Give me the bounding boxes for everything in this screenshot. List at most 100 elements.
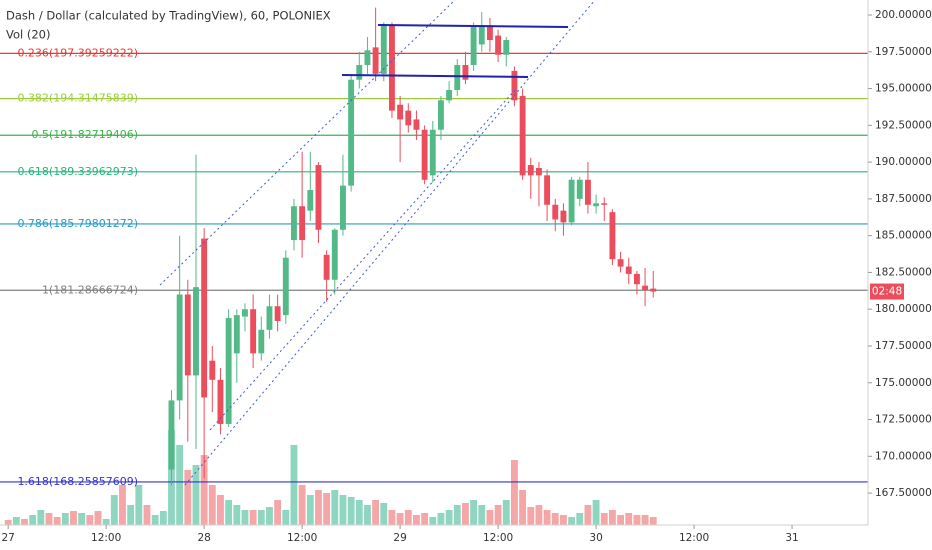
candle-body: [250, 309, 257, 354]
y-tick-label: 195.00000000: [875, 83, 932, 95]
axes: 200.00000000 197.50000000 195.00000000 192.…: [1, 9, 932, 544]
volume-bar: [649, 517, 657, 525]
fib-label: 1.618(168.25857609): [17, 475, 138, 488]
candle-body: [633, 273, 640, 285]
volume-bar: [290, 445, 298, 525]
volume-bar: [339, 495, 347, 525]
volume-bar: [119, 485, 126, 525]
volume-bar: [445, 510, 453, 525]
volume-bar: [176, 445, 184, 525]
y-tick-label: 175.00000000: [875, 377, 932, 389]
candle-body: [560, 210, 567, 223]
volume-bar: [600, 513, 608, 525]
x-tick-label: 31: [785, 532, 798, 544]
volume-bar: [462, 503, 469, 525]
candle-body: [307, 190, 314, 211]
y-tick-label: 192.50000000: [875, 119, 932, 131]
x-tick-label: 29: [393, 532, 406, 544]
volume-bar: [347, 497, 355, 525]
y-tick-label: 172.50000000: [875, 414, 932, 426]
candle-body: [495, 35, 502, 55]
volume-bar: [413, 515, 420, 525]
fib-layer: 0.236(197.39259222) 0.382(194.31475839) 0.…: [0, 46, 868, 488]
volume-bar: [617, 515, 625, 525]
candle-body: [462, 65, 469, 80]
candle-body: [527, 165, 534, 176]
candle-body: [225, 318, 232, 424]
y-tick-label: 187.50000000: [875, 193, 932, 205]
candle-body: [217, 379, 224, 424]
fib-label: 0.618(189.33962973): [17, 165, 138, 178]
candle-body: [593, 203, 600, 207]
drawings: [159, 0, 596, 486]
volume-bar: [86, 515, 94, 525]
x-tick-label: 12:00: [483, 532, 513, 544]
volume-bar: [519, 490, 527, 525]
y-tick-label: 182.50000000: [875, 266, 932, 278]
volume-bar: [641, 515, 649, 525]
candle-body: [609, 212, 616, 260]
volume-bar: [608, 510, 616, 525]
candle-body: [364, 50, 371, 66]
volume-bar: [70, 511, 77, 525]
candle-body: [519, 95, 526, 176]
candle-body: [168, 400, 175, 470]
y-tick-label: 185.00000000: [875, 230, 932, 242]
volume-bar: [61, 513, 69, 525]
candle-body: [625, 266, 632, 274]
candle-body: [291, 206, 297, 241]
volume-bar: [282, 510, 290, 525]
y-tick-label: 197.50000000: [875, 46, 932, 58]
candle-body: [266, 306, 273, 330]
volume-bar: [143, 505, 151, 525]
volume-bar: [568, 517, 576, 525]
candle-body: [470, 25, 477, 66]
candle-body: [511, 70, 518, 101]
x-tick-label: 27: [1, 532, 14, 544]
candle-body: [201, 238, 208, 398]
fib-label: 1(181.28666724): [42, 283, 138, 296]
volume-bar: [225, 500, 233, 525]
candle-body: [380, 25, 387, 74]
y-tick-label: 177.50000000: [875, 340, 932, 352]
volume-bar: [208, 485, 216, 525]
volume-bar: [396, 513, 404, 525]
fib-label: 0.5(191.82719406): [31, 128, 138, 141]
candle-body: [331, 229, 338, 280]
candle-body: [209, 360, 216, 380]
candle-body: [397, 104, 404, 120]
candle-body: [552, 204, 559, 220]
candle-layer: [168, 7, 657, 486]
volume-bar: [233, 505, 241, 525]
volume-bar: [364, 505, 371, 525]
volume-bar: [217, 495, 224, 525]
volume-bar: [94, 511, 102, 525]
volume-bar: [306, 495, 314, 525]
y-tick-label: 180.00000000: [875, 303, 932, 315]
volume-bar: [502, 500, 510, 525]
volume-bar: [453, 505, 461, 525]
fib-label: 0.236(197.39259222): [17, 46, 138, 59]
fib-label: 0.786(185.79801272): [17, 217, 138, 230]
candle-body: [584, 179, 591, 205]
volume-bar: [4, 520, 12, 525]
volume-bar: [511, 460, 518, 525]
volume-bar: [266, 507, 273, 525]
volume-bar: [551, 513, 559, 525]
volume-bar: [151, 515, 159, 525]
candle-body: [503, 40, 510, 55]
candle-body: [429, 129, 436, 176]
candle-body: [282, 257, 289, 316]
candle-body: [568, 179, 575, 223]
volume-layer: [4, 430, 657, 525]
volume-bar: [78, 513, 86, 525]
volume-bar: [543, 510, 551, 525]
volume-bar: [478, 505, 486, 525]
indicator-label: Vol (20): [6, 28, 50, 42]
candle-body: [348, 79, 355, 186]
volume-bar: [633, 515, 641, 525]
volume-bar: [437, 513, 445, 525]
channel-line: [159, 0, 456, 286]
candle-body: [413, 119, 420, 130]
volume-bar: [274, 500, 282, 525]
